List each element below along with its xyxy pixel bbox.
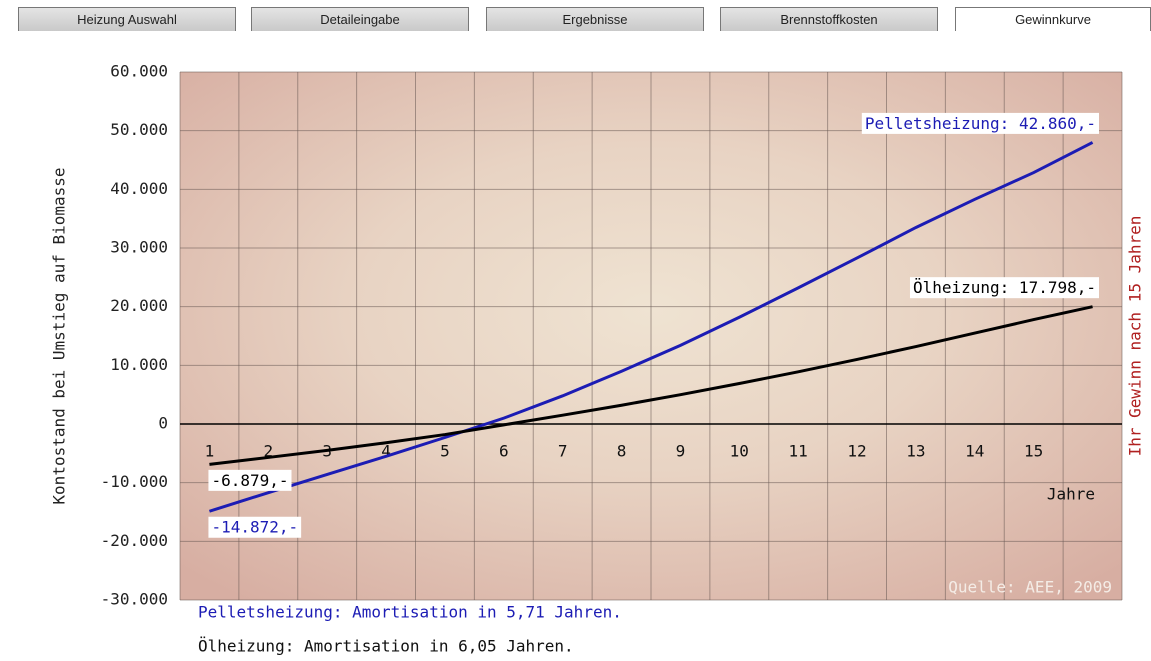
x-tick-label: 8 (617, 442, 627, 461)
x-tick-label: 6 (499, 442, 509, 461)
y-tick-label: 10.000 (110, 355, 168, 374)
x-tick-label: 5 (440, 442, 450, 461)
y-tick-label: 50.000 (110, 120, 168, 139)
chart: Kontostand bei Umstieg auf Biomasse Ihr … (0, 0, 1151, 661)
note: Pelletsheizung: Amortisation in 5,71 Jah… (198, 603, 622, 622)
y-tick-label: 20.000 (110, 296, 168, 315)
value-label: -6.879,- (211, 471, 288, 490)
x-tick-label: 15 (1024, 442, 1043, 461)
y-tick-label: 0 (158, 414, 168, 433)
x-axis-label: Jahre (1047, 485, 1095, 504)
y-tick-label: -20.000 (101, 531, 168, 550)
value-label: Pelletsheizung: 42.860,- (865, 114, 1096, 133)
x-tick-label: 1 (205, 442, 215, 461)
source-note: Quelle: AEE, 2009 (948, 578, 1112, 597)
x-tick-label: 7 (558, 442, 568, 461)
y-tick-label: 30.000 (110, 238, 168, 257)
note: Ölheizung: Amortisation in 6,05 Jahren. (198, 637, 574, 656)
x-tick-label: 14 (965, 442, 984, 461)
x-tick-label: 13 (906, 442, 925, 461)
x-tick-label: 12 (847, 442, 866, 461)
y-tick-label: -30.000 (101, 590, 168, 609)
y2-axis-label: Ihr Gewinn nach 15 Jahren (1126, 216, 1145, 457)
page: {"tabs": ["Heizung Auswahl", "Detaileing… (0, 0, 1151, 661)
value-label: -14.872,- (211, 518, 298, 537)
value-label: Ölheizung: 17.798,- (913, 278, 1096, 297)
y-tick-label: -10.000 (101, 472, 168, 491)
x-tick-label: 11 (789, 442, 808, 461)
y-axis-label: Kontostand bei Umstieg auf Biomasse (50, 167, 69, 504)
y-tick-label: 40.000 (110, 179, 168, 198)
x-tick-label: 10 (730, 442, 749, 461)
x-tick-label: 9 (676, 442, 686, 461)
y-tick-label: 60.000 (110, 62, 168, 81)
